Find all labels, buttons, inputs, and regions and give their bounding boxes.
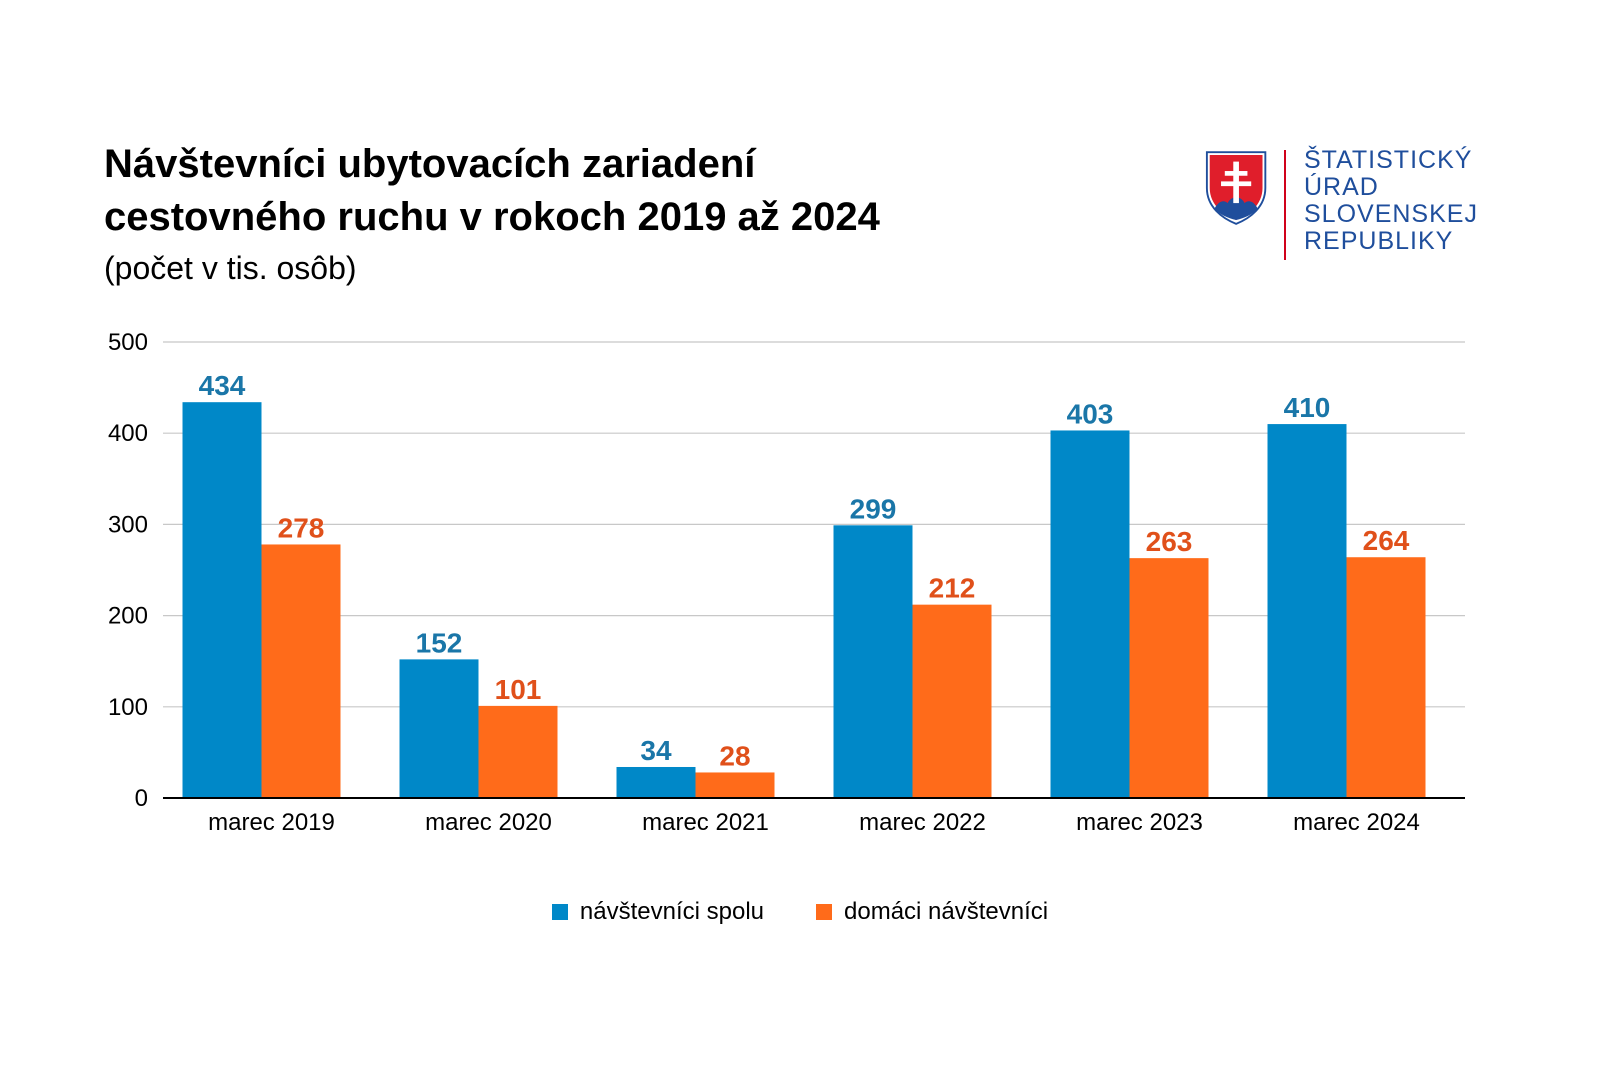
bar-domestic [695, 772, 775, 798]
logo-text-line-2: ÚRAD [1304, 173, 1379, 201]
bar-total [182, 402, 262, 798]
bar-domestic [478, 705, 558, 798]
data-label-total: 410 [1284, 392, 1331, 423]
title-block: Návštevníci ubytovacích zariadení cestov… [104, 138, 880, 290]
x-tick-label: marec 2022 [859, 809, 986, 836]
y-tick-label: 400 [108, 420, 148, 447]
logo-text: ŠTATISTICKÝ ÚRAD SLOVENSKEJ REPUBLIKY [1304, 147, 1478, 255]
x-tick-label: marec 2023 [1076, 809, 1203, 836]
data-label-domestic: 263 [1146, 526, 1193, 557]
legend-swatch-domestic [816, 904, 832, 920]
x-tick-label: marec 2020 [425, 809, 552, 836]
x-tick-label: marec 2021 [642, 809, 769, 836]
y-tick-label: 500 [108, 329, 148, 356]
data-label-total: 34 [640, 735, 672, 766]
data-label-domestic: 212 [929, 573, 976, 604]
slovak-coat-of-arms-icon [1205, 151, 1267, 225]
logo-text-line-4: REPUBLIKY [1304, 227, 1454, 255]
y-tick-label: 200 [108, 603, 148, 630]
legend-swatch-total [551, 904, 568, 920]
bar-domestic [261, 544, 341, 798]
data-labels: 434 278 152 101 34 28 299 212 403 263 410 264 [199, 370, 1410, 771]
data-label-total: 403 [1067, 398, 1114, 429]
x-axis-tick-labels: marec 2019 marec 2020 marec 2021 marec 2022… [208, 809, 1420, 836]
legend-item-total: návštevníci spolu [551, 898, 764, 926]
logo-divider [1284, 150, 1286, 260]
x-tick-label: marec 2019 [208, 809, 335, 836]
y-tick-label: 100 [108, 694, 148, 721]
bars [182, 402, 1426, 798]
data-label-domestic: 278 [278, 512, 325, 543]
y-tick-label: 0 [135, 785, 148, 812]
bar-total [833, 525, 913, 798]
logo-text-line-3: SLOVENSKEJ [1304, 200, 1478, 228]
legend-label-total: návštevníci spolu [579, 898, 764, 925]
data-label-domestic: 28 [719, 740, 750, 771]
bar-total [1050, 430, 1130, 798]
bar-domestic [912, 604, 992, 798]
data-label-total: 434 [199, 370, 246, 401]
bar-domestic [1346, 557, 1426, 798]
legend-item-domestic: domáci návštevníci [816, 898, 1048, 926]
data-label-domestic: 101 [495, 674, 542, 705]
data-label-total: 299 [850, 493, 897, 524]
data-label-domestic: 264 [1363, 525, 1410, 556]
logo-text-line-1: ŠTATISTICKÝ [1304, 146, 1473, 174]
legend: návštevníci spolu domáci návštevníci [0, 898, 1600, 926]
legend-label-domestic: domáci návštevníci [844, 898, 1049, 925]
chart-subtitle: (počet v tis. osôb) [104, 250, 357, 286]
bar-domestic [1129, 558, 1209, 798]
y-axis-tick-labels: 0 100 200 300 400 500 [108, 329, 148, 812]
data-label-total: 152 [416, 627, 463, 658]
chart-title-line-1: Návštevníci ubytovacích zariadení [104, 142, 756, 186]
x-tick-label: marec 2024 [1293, 809, 1420, 836]
y-tick-label: 300 [108, 511, 148, 538]
chart-title-line-2: cestovného ruchu v rokoch 2019 až 2024 [104, 195, 880, 239]
grid-lines [163, 341, 1465, 708]
bar-total [399, 659, 479, 798]
bar-total [616, 766, 696, 798]
bar-total [1267, 424, 1347, 798]
